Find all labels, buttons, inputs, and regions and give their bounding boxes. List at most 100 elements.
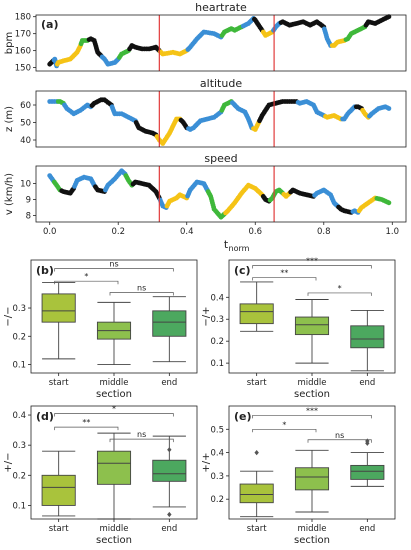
- y-tick-label: 9: [26, 196, 31, 206]
- significance-label: **: [82, 418, 90, 427]
- plot-frame: [30, 259, 198, 374]
- x-tick-label: end: [161, 524, 177, 534]
- plot-frame: [35, 90, 407, 148]
- x-tick-label: middle: [99, 378, 128, 388]
- outlier-point: [167, 447, 172, 453]
- x-tick-label: 1.0: [386, 227, 400, 237]
- box-start: [239, 303, 274, 325]
- y-tick-label: 10: [20, 180, 31, 190]
- plot-frame: [35, 14, 407, 72]
- y-tick-label: 0.1: [210, 359, 224, 369]
- series-line: [49, 170, 390, 218]
- x-axis-label: t: [224, 238, 229, 251]
- y-tick-label: 0.1: [12, 361, 26, 371]
- y-tick-label: 170: [15, 30, 31, 40]
- panel-label: (e): [234, 410, 252, 423]
- box-end: [350, 325, 385, 349]
- y-axis-label: +/−: [3, 452, 14, 472]
- box-start: [41, 474, 76, 506]
- y-tick-label: 0.3: [12, 441, 26, 451]
- y-axis-label: −/+: [201, 306, 212, 326]
- box-end: [152, 459, 187, 482]
- significance-bracket: [307, 292, 372, 296]
- box-start: [41, 293, 76, 323]
- data-point-black: [386, 14, 392, 20]
- data-point-blue: [47, 173, 53, 179]
- y-axis-label: +/+: [201, 452, 212, 472]
- outlier-point: [167, 511, 172, 518]
- x-tick-label: 0.8: [317, 227, 331, 237]
- x-tick-label: start: [247, 524, 267, 534]
- y-tick-label: 8: [26, 212, 31, 222]
- box-middle: [294, 467, 330, 491]
- y-axis-label: v (km/h): [4, 173, 15, 215]
- significance-label: *: [84, 272, 88, 281]
- significance-bracket: [54, 413, 174, 417]
- y-tick-label: 0.3: [12, 304, 26, 314]
- significance-label: ns: [137, 283, 146, 292]
- x-tick-label: end: [359, 378, 375, 388]
- y-tick-label: 0.4: [12, 411, 26, 421]
- x-axis-label-subscript: norm: [229, 244, 250, 253]
- significance-bracket: [252, 265, 372, 269]
- significance-bracket: [109, 292, 174, 296]
- panel-label: (a): [41, 18, 58, 31]
- data-point-black: [47, 61, 53, 67]
- x-tick-label: end: [161, 378, 177, 388]
- significance-bracket: [109, 438, 174, 443]
- plot-frame: [30, 405, 198, 520]
- plot-frame: [228, 405, 396, 520]
- data-point-blue: [386, 106, 392, 111]
- x-tick-label: middle: [99, 524, 128, 534]
- y-tick-label: 0.2: [210, 495, 224, 505]
- significance-bracket: [307, 439, 372, 443]
- significance-bracket: [54, 426, 119, 431]
- significance-label: ns: [109, 259, 118, 268]
- x-tick-label: 0.0: [43, 227, 57, 237]
- y-tick-label: 0.3: [210, 472, 224, 482]
- y-tick-label: 0.1: [12, 501, 26, 511]
- y-axis-label: z (m): [4, 106, 15, 132]
- significance-label: ***: [306, 406, 318, 415]
- data-point-blue: [47, 99, 53, 104]
- y-tick-label: 0.4: [210, 449, 224, 459]
- plot-frame: [35, 165, 407, 223]
- x-tick-label: end: [359, 524, 375, 534]
- series-line: [49, 99, 390, 145]
- x-tick-label: middle: [297, 378, 326, 388]
- y-tick-label: 50: [20, 119, 31, 129]
- significance-bracket: [54, 280, 119, 285]
- y-axis-label: bpm: [4, 32, 15, 54]
- y-tick-label: 0.2: [12, 471, 26, 481]
- panel-label: (c): [234, 264, 251, 277]
- x-tick-label: 0.6: [248, 227, 262, 237]
- significance-label: *: [282, 420, 286, 429]
- y-tick-label: 150: [15, 64, 31, 74]
- plot-frame: [228, 259, 396, 374]
- significance-label: ns: [335, 431, 344, 440]
- significance-bracket: [54, 268, 174, 272]
- box-start: [239, 483, 274, 504]
- panel-label: (d): [36, 410, 54, 423]
- y-tick-label: 0.3: [210, 315, 224, 325]
- x-axis-label: section: [96, 389, 132, 400]
- x-tick-label: middle: [297, 524, 326, 534]
- x-axis-label: section: [96, 535, 132, 546]
- box-middle: [96, 450, 132, 485]
- significance-label: ns: [137, 430, 146, 439]
- x-tick-label: start: [247, 378, 267, 388]
- x-tick-label: 0.2: [111, 227, 125, 237]
- significance-label: **: [280, 269, 288, 278]
- box-end: [350, 464, 385, 480]
- x-axis-label: section: [294, 389, 330, 400]
- x-tick-label: 0.4: [180, 227, 194, 237]
- x-tick-label: start: [49, 524, 69, 534]
- y-tick-label: 60: [20, 101, 31, 111]
- y-tick-label: 0.2: [210, 337, 224, 347]
- box-middle: [294, 316, 330, 336]
- box-end: [152, 310, 187, 337]
- y-tick-label: 160: [15, 47, 31, 57]
- y-tick-label: 0.2: [12, 332, 26, 342]
- significance-label: ***: [306, 256, 318, 265]
